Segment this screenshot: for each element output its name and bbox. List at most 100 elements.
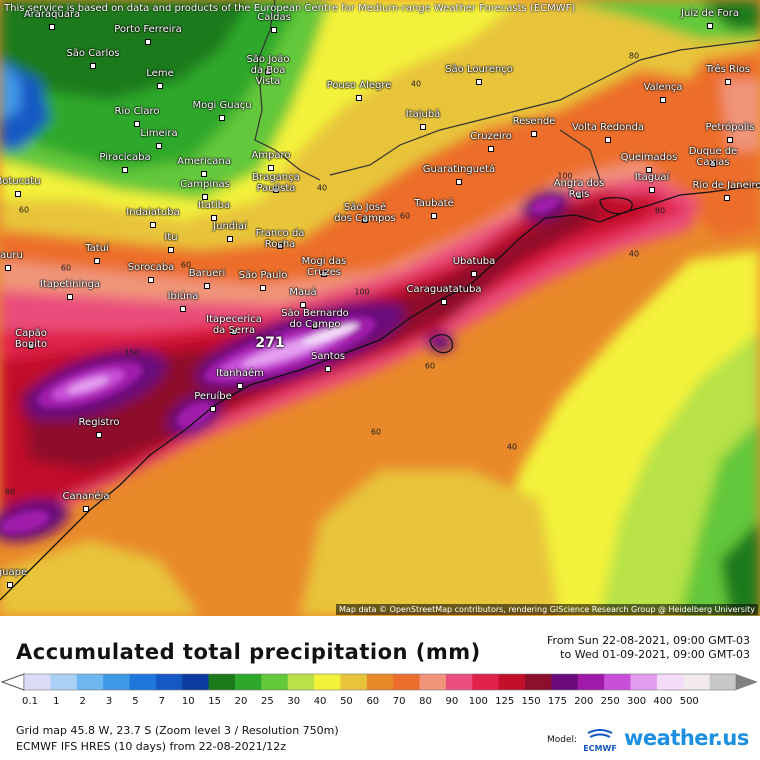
scale-tick-label: 1 [53,696,60,707]
precipitation-map[interactable]: This service is based on data and produc… [0,0,760,616]
scale-tick-label: 5 [132,696,139,707]
city-marker [356,95,362,101]
isoline-value: 60 [424,361,436,371]
scale-tick-label: 15 [208,696,221,707]
isoline-value: 60 [370,427,382,437]
city-marker [156,143,162,149]
scale-swatch [50,674,78,690]
scale-swatch [709,674,737,690]
isoline-value: 40 [628,249,640,259]
city-marker [67,294,73,300]
scale-swatch [683,674,711,690]
isoline-value: 100 [557,171,573,181]
city-marker [94,258,100,264]
scale-tick-label: 100 [468,696,488,707]
scale-tick-label: 60 [366,696,380,707]
city-marker [49,24,55,30]
city-label: Indaiatuba [126,207,180,218]
city-marker [476,79,482,85]
city-marker [277,243,283,249]
city-marker [646,167,652,173]
city-marker [300,302,306,308]
city-marker [145,39,151,45]
city-marker [15,191,21,197]
map-attribution[interactable]: Map data © OpenStreetMap contributors, r… [336,604,758,615]
scale-swatch [340,674,368,690]
city-marker [727,137,733,143]
city-marker [201,171,207,177]
city-marker [231,329,237,335]
city-marker [724,195,730,201]
city-label: Itu [164,232,178,243]
scale-tick-label: 125 [495,696,515,707]
scale-swatch [393,674,421,690]
city-marker [456,179,462,185]
city-marker [237,383,243,389]
city-label: Rio Claro [114,106,160,117]
city-label: Piracicaba [99,152,151,163]
scale-tick-label: 10 [181,696,195,707]
scale-tick-label: 3 [105,696,113,707]
city-marker [431,213,437,219]
scale-tick-label: 25 [260,696,274,707]
city-label: Mauá [289,287,317,298]
city-marker [660,97,666,103]
scale-swatch [314,674,341,690]
scale-swatch [24,674,51,690]
city-marker [362,217,368,223]
city-marker [148,277,154,283]
city-label: Peruíbe [194,391,232,402]
city-marker [441,299,447,305]
city-label: Limeira [140,128,178,139]
city-label: São José dos Campos [334,202,396,224]
legend-panel: Accumulated total precipitation (mm) Fro… [0,616,760,760]
scale-swatch [472,674,500,690]
city-label: Ibiúna [167,291,199,302]
city-marker [325,366,331,372]
city-label: Santos [310,351,346,362]
city-marker [649,187,655,193]
scale-tick-label: 7 [158,696,166,707]
color-scale-bar [0,673,758,691]
scale-tick-label: 80 [419,696,432,707]
city-label: Tatuí [85,243,109,254]
range-to: to Wed 01-09-2021, 09:00 GMT-03 [560,648,750,661]
scale-swatch [656,674,684,690]
scale-min-arrow [0,673,25,691]
city-label: Pouso Alegre [326,80,392,91]
scale-swatch [577,674,605,690]
city-label: Porto Ferreira [114,24,182,35]
city-label: Itajubá [405,109,441,120]
city-label: Juiz de Fora [681,8,739,19]
city-label: São João da Boa Vista [246,54,290,87]
city-label: Mogi Guaçu [192,100,252,111]
isoline-value: 60 [60,263,72,273]
scale-swatch [208,674,236,690]
precipitation-field [0,0,760,616]
city-marker [28,343,34,349]
city-label: Cruzeiro [470,131,512,142]
city-label: Itatiba [197,200,231,211]
city-marker [180,306,186,312]
city-label: Volta Redonda [571,122,645,133]
city-label: Iguape [0,567,28,578]
scale-tick-label: 150 [521,696,541,707]
city-marker [219,115,225,121]
color-scale-labels: 0.1 1 2 3 5 7 10 15 20 25 30 40 50 60 70 80 90 100 125 150 1… [0,696,760,710]
city-label: Leme [146,68,174,79]
city-label: Três Rios [705,64,751,75]
scale-tick-label: 20 [234,696,248,707]
scale-swatch [419,674,447,690]
city-marker [725,79,731,85]
city-label: São Bernardo do Campo [281,308,349,330]
city-marker [268,165,274,171]
city-label: São Paulo [238,270,288,281]
city-label: Valença [643,82,683,93]
city-marker [471,271,477,277]
city-marker [260,285,266,291]
weather-us-logo[interactable]: weather.us [624,726,749,750]
city-label: Amparo [251,150,291,161]
city-label: Angra dos Reis [553,178,605,200]
city-label: Itapecerica da Serra [206,314,262,336]
city-label: Duque de Caxias [688,146,738,168]
